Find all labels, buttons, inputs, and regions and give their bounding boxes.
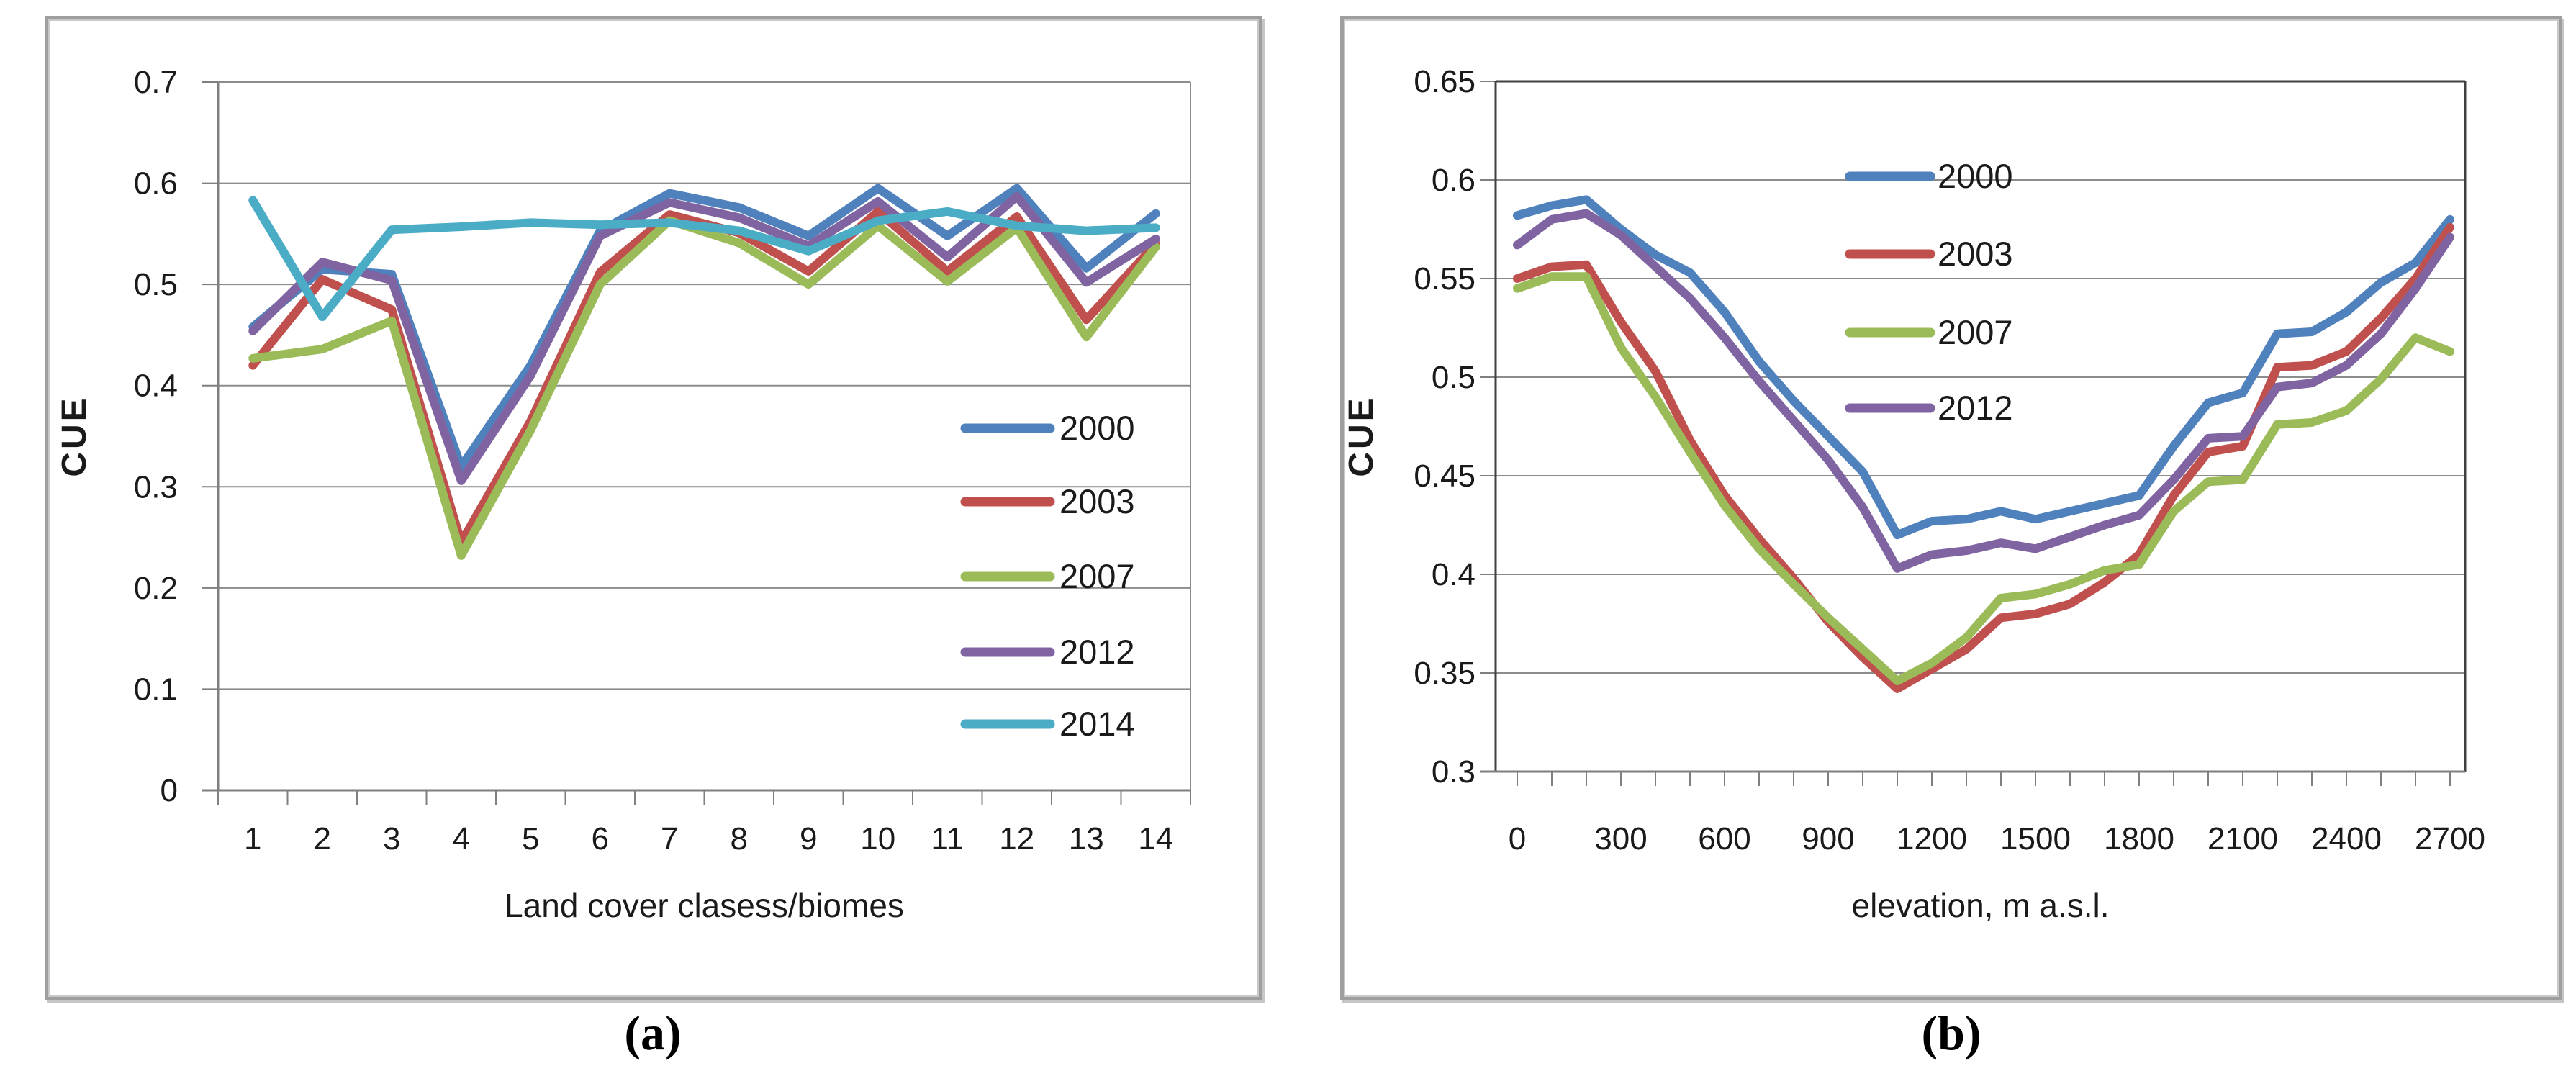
y-tick-label: 0.5 [134, 267, 178, 302]
x-tick-label: 3 [383, 821, 400, 857]
x-tick-label: 900 [1802, 821, 1854, 857]
series-line-2003 [1513, 222, 2454, 693]
legend-label-2012: 2012 [1059, 633, 1135, 671]
x-tick-label: 2 [314, 821, 331, 857]
legend-label-2012: 2012 [1938, 389, 2013, 427]
y-tick-label: 0.55 [1414, 261, 1475, 297]
legend-label-2007: 2007 [1938, 313, 2013, 351]
y-tick-label: 0.45 [1414, 458, 1475, 494]
legend-label-2007: 2007 [1059, 557, 1135, 595]
x-axis-title: Land cover clasess/biomes [505, 887, 904, 924]
panel-b-svg: 0.3 0.35 0.4 0.45 0.5 0.55 0.6 0.65 0 300 600 900 12… [1342, 64, 2485, 924]
x-tick-label: 6 [592, 821, 609, 857]
y-tick-label: 0.4 [1432, 557, 1475, 592]
series-line-2012 [1513, 209, 2454, 573]
panel-a-svg: 00.10.20.30.40.50.60.71 2 3 4 5 6 7 8 9 10 11 12 13 1… [55, 65, 1191, 924]
y-tick-label: 0.3 [1432, 754, 1475, 790]
y-tick-label: 0.7 [134, 65, 178, 100]
x-tick-label: 9 [800, 821, 817, 857]
y-tick-label: 0.1 [134, 672, 178, 707]
legend-label-2000: 2000 [1059, 409, 1135, 447]
x-tick-label: 2700 [2415, 821, 2485, 857]
y-axis-title: CUE [1342, 395, 1380, 476]
figure-panel-a: 0 0.1 0.2 0.3 0.4 0.5 0.6 0.7 1 2 3 4 5 6 7 8 9 10 11 12 13 1… [45, 16, 1262, 1000]
x-tick-label: 8 [731, 821, 748, 857]
y-tick-label: 0.2 [134, 571, 178, 606]
legend-label-2000: 2000 [1938, 157, 2013, 195]
y-tick-label: 0.6 [134, 166, 178, 202]
y-axis-title: CUE [55, 395, 94, 476]
legend-label-2003: 2003 [1059, 482, 1135, 520]
legend-label-2014: 2014 [1059, 705, 1135, 743]
x-tick-label: 2100 [2207, 821, 2278, 857]
legend-label-2003: 2003 [1938, 235, 2013, 273]
x-tick-label: 12 [999, 821, 1034, 857]
series-line-2003 [248, 207, 1160, 547]
x-tick-label: 1200 [1897, 821, 1967, 857]
x-tick-label: 13 [1069, 821, 1104, 857]
y-tick-label: 0.6 [1432, 163, 1475, 198]
x-tick-label: 5 [522, 821, 539, 857]
caption-panel-a: (a) [624, 1006, 682, 1060]
x-axis-title: elevation, m a.s.l. [1852, 887, 2110, 924]
series-line-2007 [248, 216, 1160, 560]
y-tick-label: 0.5 [1432, 360, 1475, 395]
x-tick-label: 11 [931, 821, 964, 857]
x-tick-label: 0 [1509, 821, 1526, 857]
series-line-2012 [248, 191, 1160, 485]
x-tick-label: 1500 [2000, 821, 2071, 857]
panel-b-chart: 0.3 0.35 0.4 0.45 0.5 0.55 0.6 0.65 0 300 600 900 12… [1340, 16, 2562, 1000]
x-tick-label: 7 [661, 821, 678, 857]
series-line-2000 [1513, 195, 2454, 540]
y-tick-label: 0.65 [1414, 64, 1475, 99]
series-line-2014 [248, 196, 1160, 322]
series-line-2007 [1513, 272, 2454, 685]
x-tick-label: 4 [453, 821, 470, 857]
x-tick-label: 600 [1698, 821, 1750, 857]
figure-panel-b: 0.3 0.35 0.4 0.45 0.5 0.55 0.6 0.65 0 300 600 900 12… [1340, 16, 2562, 1000]
x-tick-label: 2400 [2311, 821, 2382, 857]
x-tick-label: 1 [244, 821, 261, 857]
y-tick-label: 0.3 [134, 469, 178, 505]
x-tick-label: 14 [1138, 821, 1173, 857]
y-tick-label: 0.4 [134, 369, 178, 404]
x-tick-label: 10 [860, 821, 895, 857]
caption-panel-b: (b) [1921, 1006, 1981, 1060]
y-tick-label: 0 [161, 773, 178, 808]
x-tick-label: 300 [1594, 821, 1647, 857]
panel-a-chart: 0 0.1 0.2 0.3 0.4 0.5 0.6 0.7 1 2 3 4 5 6 7 8 9 10 11 12 13 1… [45, 16, 1262, 1000]
y-tick-label: 0.35 [1414, 656, 1475, 691]
x-tick-label: 1800 [2104, 821, 2174, 857]
